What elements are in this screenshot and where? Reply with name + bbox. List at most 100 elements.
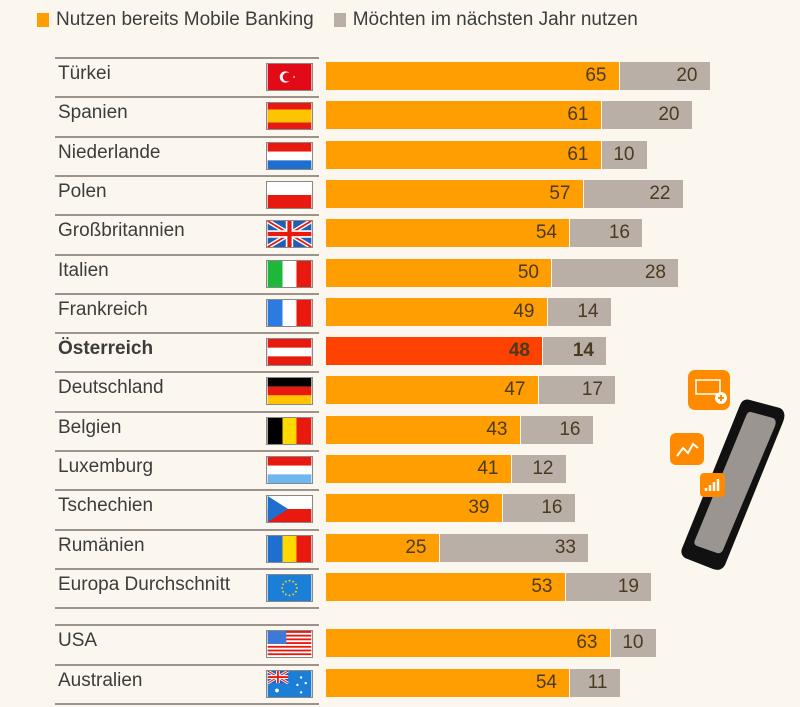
data-label-current: 49 [513,300,535,322]
data-label-planned: 22 [649,182,671,204]
row-divider [55,57,319,59]
category-label: Frankreich [58,298,148,320]
data-label-current: 65 [585,65,607,86]
data-label-planned: 20 [676,65,698,86]
chart-row: Tschechien 39 16 [0,489,800,528]
data-label-planned: 14 [577,300,599,322]
phone-icon [681,399,785,570]
bar-current [326,415,520,444]
category-label: USA [58,630,98,652]
data-label-current: 48 [508,340,530,362]
row-divider [55,702,319,705]
spain-flag-icon [266,102,313,131]
chart-row: Europa Durchschnitt 53 19 [0,567,800,609]
bar-current [326,140,601,169]
category-label: Tschechien [58,495,154,517]
bar-current [326,219,569,248]
data-label-planned: 16 [559,418,581,440]
category-label: Australien [58,669,143,691]
data-label-planned: 20 [658,104,680,126]
row-divider [55,96,319,99]
chart-row: Österreich 48 14 [0,332,800,371]
bar-planned [511,455,566,483]
category-label: Deutschland [58,377,164,399]
chart-row: Niederlande 61 10 [0,135,800,175]
usa-flag-icon [266,630,313,659]
legend-item-planned: Möchten im nächsten Jahr nutzen [333,9,638,31]
data-label-current: 63 [576,632,598,654]
data-label-current: 61 [567,104,589,126]
chart-row: Großbritannien 54 16 [0,214,800,253]
netherlands-flag-icon [266,141,313,170]
bar-planned [565,572,651,601]
data-label-current: 25 [405,536,427,558]
legend-label-planned: Möchten im nächsten Jahr nutzen [352,9,638,30]
czech-flag-icon [266,495,313,524]
data-label-current: 41 [477,458,499,479]
bar-planned [583,179,683,208]
bar-current [326,297,547,326]
legend-swatch-planned [333,13,346,27]
legend-label-current: Nutzen bereits Mobile Banking [56,9,314,30]
bar-current [326,337,542,366]
chart-row: Polen 57 22 [0,174,800,214]
row-divider [55,663,319,666]
bar-planned [547,297,611,326]
legend-swatch-current [37,13,49,27]
data-label-current: 54 [535,222,557,244]
romania-flag-icon [266,534,313,563]
category-label: Europa Durchschnitt [58,573,231,595]
chart-row: Rumänien 25 33 [0,528,800,568]
row-divider [55,332,319,335]
bar-planned [601,101,692,130]
chart-row: Australien 54 11 [0,663,800,705]
bar-current [326,376,538,405]
legend: Nutzen bereits Mobile Banking Möchten im… [37,9,638,31]
data-label-planned: 19 [617,575,639,597]
category-label: Spanien [58,102,128,124]
data-label-planned: 12 [532,458,554,479]
bar-planned [502,494,575,523]
category-label: Österreich [58,338,154,360]
data-label-planned: 16 [608,222,630,244]
row-divider [55,567,319,570]
data-label-current: 53 [531,575,553,597]
category-label: Italien [58,259,109,281]
data-label-current: 61 [567,143,589,165]
bar-planned [619,62,710,90]
data-label-planned: 10 [622,632,644,654]
row-divider [55,606,319,609]
row-divider [55,528,319,531]
france-flag-icon [266,298,313,327]
transfer-app-icon [688,370,730,410]
row-divider [55,371,319,374]
category-label: Rumänien [58,534,145,556]
germany-flag-icon [266,377,313,406]
bar-planned [439,533,588,562]
chart-row: Türkei 65 20 [0,57,800,96]
bar-current [326,179,583,208]
bar-planned [520,415,593,444]
data-label-planned: 14 [572,340,594,362]
category-label: Niederlande [58,141,161,163]
chart-row: USA 63 10 [0,624,800,663]
category-label: Polen [58,180,107,202]
row-divider [55,214,319,217]
row-divider [55,450,319,452]
bar-current [326,533,439,562]
italy-flag-icon [266,259,313,288]
data-label-planned: 10 [613,143,635,165]
chart-row: Belgien 43 16 [0,410,800,450]
australia-flag-icon [266,669,313,698]
bar-planned [610,629,656,658]
bar-planned [543,337,606,366]
bar-current [326,629,610,658]
bar-current [326,62,619,90]
category-label: Großbritannien [58,220,185,242]
chart-row: Luxemburg 41 12 [0,450,800,489]
chart-row: Italien 50 28 [0,253,800,293]
poland-flag-icon [266,180,313,209]
data-label-current: 47 [504,379,526,401]
bar-current [326,101,601,130]
luxembourg-flag-icon [266,456,313,484]
